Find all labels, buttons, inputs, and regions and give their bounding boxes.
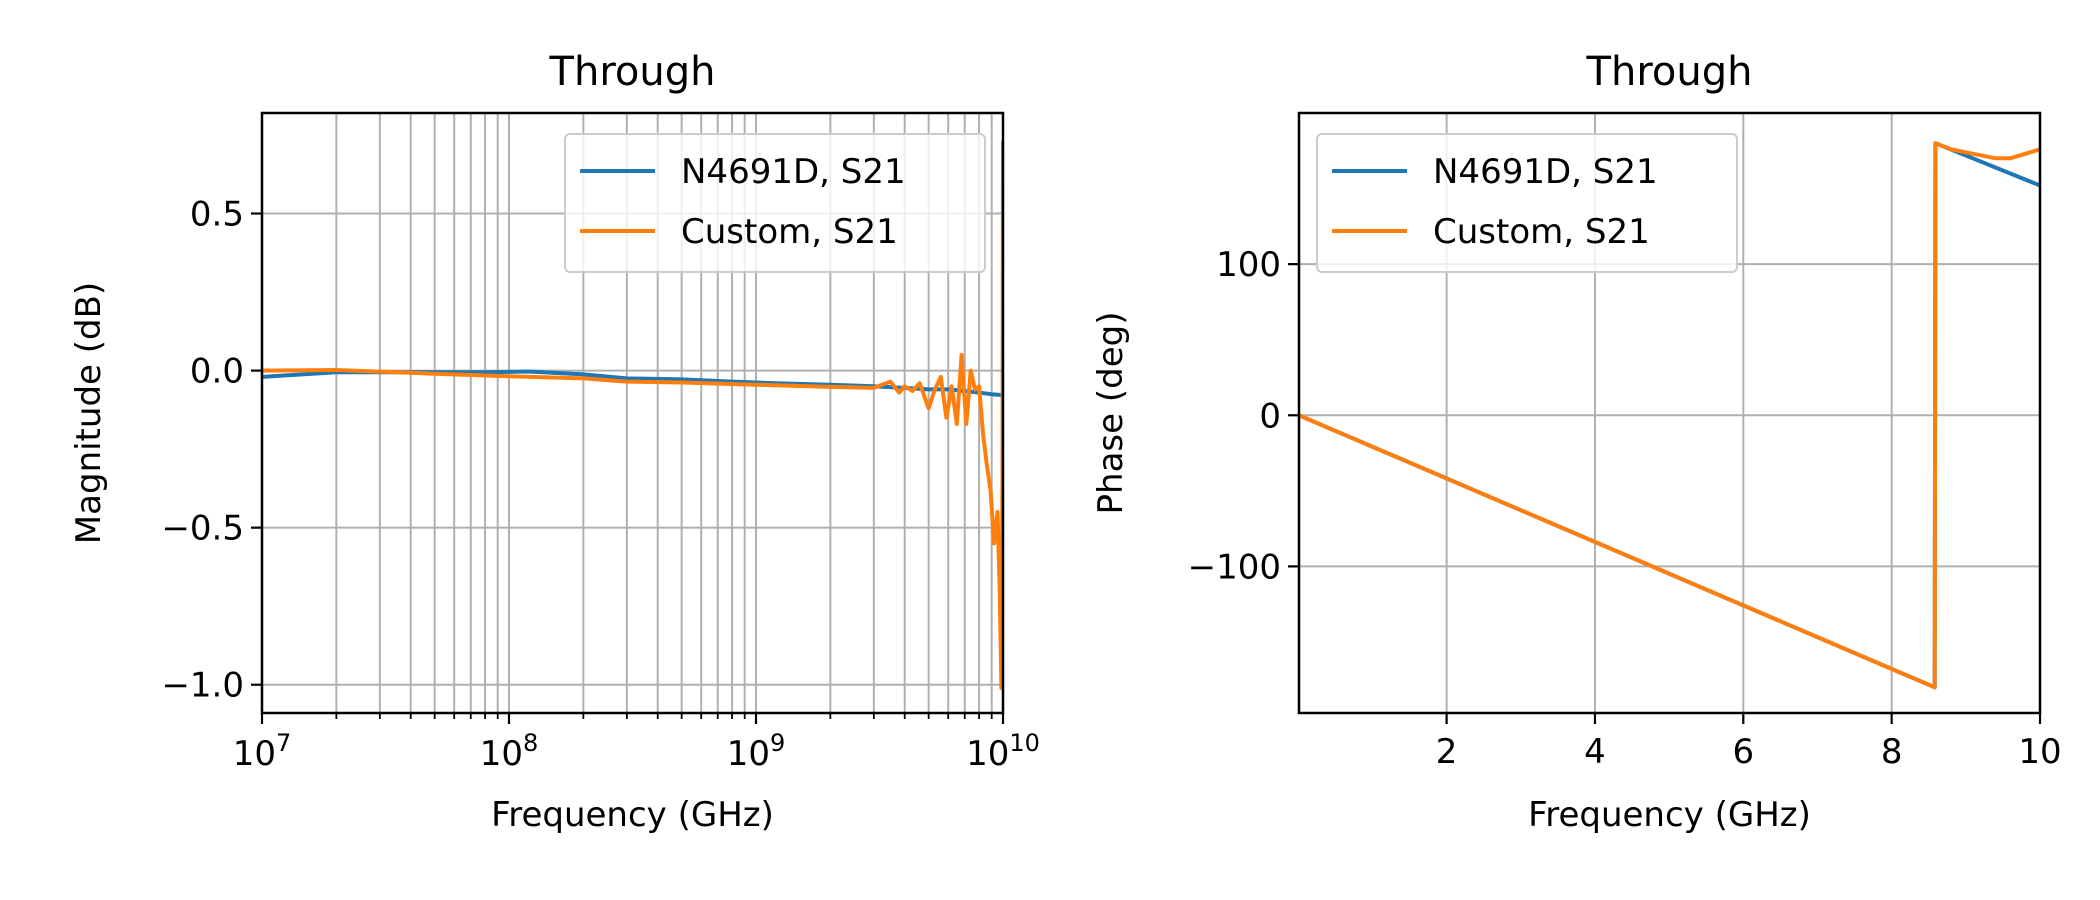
- chart-title: Through: [549, 49, 716, 95]
- y-tick-label: 0.5: [190, 195, 244, 235]
- x-tick-label: 109: [727, 729, 786, 774]
- plot-frame: [1297, 111, 2042, 715]
- legend-box: [564, 133, 986, 273]
- series-line-2: [1299, 141, 2040, 690]
- x-tick-label: 107: [233, 729, 292, 774]
- chart-title: Through: [1586, 49, 1753, 95]
- legend-label: N4691D, S21: [681, 152, 906, 192]
- subplot-2: 2 4 6 8 10 100 0 −100 Through Frequency (GHz) Phas…: [1091, 49, 2062, 835]
- legend-label: N4691D, S21: [1433, 152, 1658, 192]
- x-tick-label: 8: [1881, 732, 1903, 772]
- y-axis-label: Magnitude (dB): [69, 282, 109, 544]
- x-axis-label: Frequency (GHz): [1528, 795, 1811, 835]
- y-tick-label: 0: [1259, 396, 1281, 436]
- series-line-2: [262, 141, 1003, 690]
- legend: N4691D, S21 Custom, S21: [1316, 133, 1738, 273]
- x-tick-label: 2: [1436, 732, 1458, 772]
- y-tick-label: −1.0: [161, 666, 244, 706]
- x-tick-label: 1010: [966, 729, 1040, 774]
- legend-label: Custom, S21: [1433, 212, 1650, 252]
- legend-label: Custom, S21: [681, 212, 898, 252]
- x-tick-label: 108: [480, 729, 539, 774]
- series-group: [262, 141, 1003, 690]
- y-axis-label: Phase (deg): [1091, 312, 1131, 515]
- x-tick-label: 6: [1732, 732, 1754, 772]
- legend: N4691D, S21 Custom, S21: [564, 133, 986, 273]
- x-tick-label: 4: [1584, 732, 1606, 772]
- x-tick-label: 10: [2018, 732, 2061, 772]
- series-group: [1299, 141, 2040, 690]
- y-tick-label: 100: [1216, 245, 1281, 285]
- x-axis-label: Frequency (GHz): [491, 795, 774, 835]
- plot-frame: [260, 111, 1005, 715]
- legend-box: [1316, 133, 1738, 273]
- y-tick-label: 0.0: [190, 352, 244, 392]
- subplot-1: 107 108 109 1010 0.5 0.0 −0.5 −1.0 Through Freque…: [69, 49, 1040, 835]
- y-tick-label: −100: [1188, 547, 1281, 587]
- y-tick-label: −0.5: [161, 509, 244, 549]
